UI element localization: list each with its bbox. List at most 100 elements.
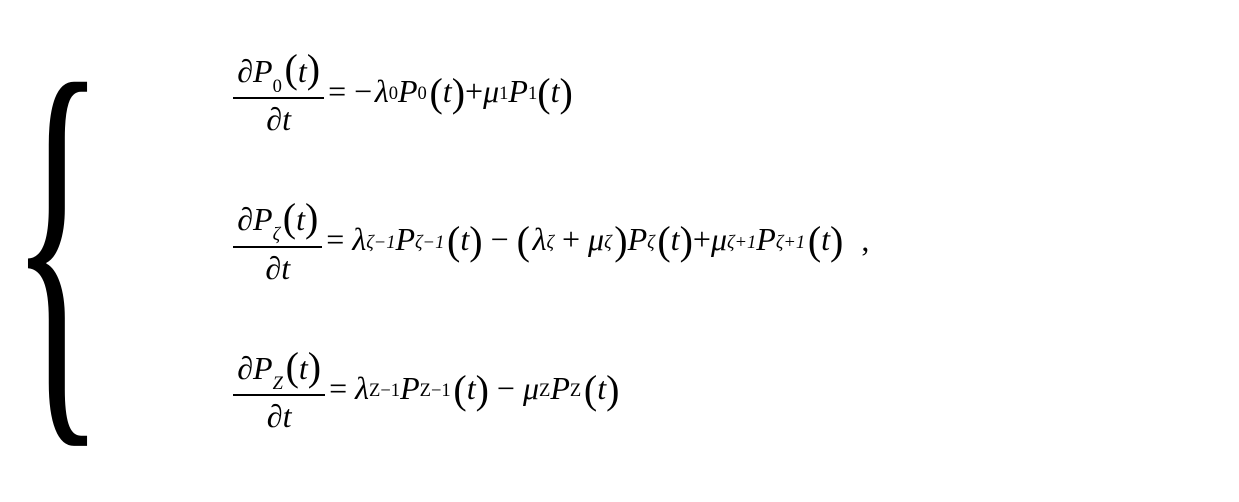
equals: = — [329, 370, 347, 407]
var-t: t — [299, 350, 308, 386]
minus: − — [497, 370, 515, 407]
lambda: λ — [533, 221, 547, 258]
denominator-2: ∂t — [261, 248, 294, 287]
var-P: P — [756, 221, 776, 258]
sub-Z-minus-1: Z−1 — [420, 380, 451, 402]
var-t: t — [298, 53, 307, 89]
lambda: λ — [355, 370, 369, 407]
var-P: P — [508, 73, 528, 110]
rparen: ) — [559, 69, 572, 116]
sub-zeta-minus-1: ζ−1 — [366, 232, 395, 253]
sub-Z-minus-1: Z−1 — [369, 380, 400, 402]
lambda: λ — [375, 73, 389, 110]
rparen: ) — [452, 69, 465, 116]
equals: = — [326, 221, 344, 258]
sub-0: 0 — [273, 76, 282, 97]
lhs-fraction-3: ∂PZ (t) ∂t — [233, 342, 325, 435]
var-P: P — [253, 53, 273, 89]
var-P: P — [398, 73, 418, 110]
rparen: ) — [476, 366, 489, 413]
sub-Z: Z — [273, 373, 283, 394]
partial-symbol: ∂ — [265, 250, 281, 286]
numerator-1: ∂P0 (t) — [233, 45, 324, 99]
lparen: ( — [286, 344, 299, 389]
var-P: P — [253, 201, 273, 237]
sub-zeta: ζ — [273, 224, 281, 245]
lhs-fraction-2: ∂Pζ (t) ∂t — [233, 193, 322, 286]
plus: + — [562, 221, 580, 258]
sub-1: 1 — [528, 83, 537, 105]
rparen: ) — [308, 344, 321, 389]
var-t: t — [283, 398, 292, 434]
var-t: t — [821, 221, 830, 258]
mu: μ — [483, 73, 499, 110]
equation-system: { ∂P0 (t) ∂t = − λ0P0 (t)+μ1P1(t) ∂Pζ (t… — [20, 20, 1219, 460]
rparen: ) — [305, 195, 318, 240]
var-P: P — [253, 350, 273, 386]
rparen: ) — [830, 217, 843, 264]
sub-0: 0 — [418, 83, 427, 105]
lhs-fraction-1: ∂P0 (t) ∂t — [233, 45, 324, 138]
equation-2: ∂Pζ (t) ∂t = λζ−1Pζ−1 (t) − ( λζ + μζ )P… — [229, 193, 843, 286]
sub-zeta-plus-1: ζ+1 — [776, 232, 805, 253]
sub-1: 1 — [499, 83, 508, 105]
rparen: ) — [614, 217, 627, 264]
denominator-3: ∂t — [263, 396, 296, 435]
equals: = — [328, 73, 346, 110]
partial-symbol: ∂ — [266, 101, 282, 137]
minus: − — [491, 221, 509, 258]
trailing-comma: , — [861, 222, 869, 259]
left-brace: { — [10, 20, 105, 460]
lparen: ( — [447, 217, 460, 264]
numerator-3: ∂PZ (t) — [233, 342, 325, 396]
lparen: ( — [537, 69, 550, 116]
var-t: t — [281, 250, 290, 286]
minus: − — [354, 73, 372, 110]
rparen: ) — [307, 46, 320, 91]
equation-3: ∂PZ (t) ∂t = λZ−1PZ−1 (t) − μZPZ (t) — [229, 342, 843, 435]
var-P: P — [400, 370, 420, 407]
var-t: t — [467, 370, 476, 407]
plus: + — [465, 73, 483, 110]
var-t: t — [282, 101, 291, 137]
rparen: ) — [680, 217, 693, 264]
equation-1: ∂P0 (t) ∂t = − λ0P0 (t)+μ1P1(t) — [229, 45, 843, 138]
var-t: t — [551, 73, 560, 110]
sub-zeta-plus-1: ζ+1 — [727, 232, 756, 253]
partial-symbol: ∂ — [237, 53, 253, 89]
lparen: ( — [517, 217, 530, 264]
partial-symbol: ∂ — [267, 398, 283, 434]
rparen: ) — [606, 366, 619, 413]
lambda: λ — [352, 221, 366, 258]
sub-Z: Z — [539, 380, 550, 402]
lparen: ( — [429, 69, 442, 116]
partial-symbol: ∂ — [237, 201, 253, 237]
sub-0: 0 — [389, 83, 398, 105]
lparen: ( — [285, 46, 298, 91]
sub-zeta-minus-1: ζ−1 — [415, 232, 444, 253]
lparen: ( — [283, 195, 296, 240]
sub-zeta: ζ — [604, 232, 612, 253]
mu: μ — [523, 370, 539, 407]
var-t: t — [671, 221, 680, 258]
var-t: t — [296, 201, 305, 237]
rparen: ) — [469, 217, 482, 264]
mu: μ — [588, 221, 604, 258]
numerator-2: ∂Pζ (t) — [233, 193, 322, 247]
lparen: ( — [657, 217, 670, 264]
sub-zeta: ζ — [546, 232, 554, 253]
sub-zeta: ζ — [647, 232, 655, 253]
var-P: P — [628, 221, 648, 258]
partial-symbol: ∂ — [237, 350, 253, 386]
mu: μ — [711, 221, 727, 258]
equation-list: ∂P0 (t) ∂t = − λ0P0 (t)+μ1P1(t) ∂Pζ (t) … — [229, 20, 843, 460]
lparen: ( — [808, 217, 821, 264]
sub-Z: Z — [570, 380, 581, 402]
var-P: P — [396, 221, 416, 258]
var-t: t — [597, 370, 606, 407]
var-t: t — [443, 73, 452, 110]
plus: + — [693, 221, 711, 258]
denominator-1: ∂t — [262, 99, 295, 138]
lparen: ( — [584, 366, 597, 413]
var-P: P — [550, 370, 570, 407]
